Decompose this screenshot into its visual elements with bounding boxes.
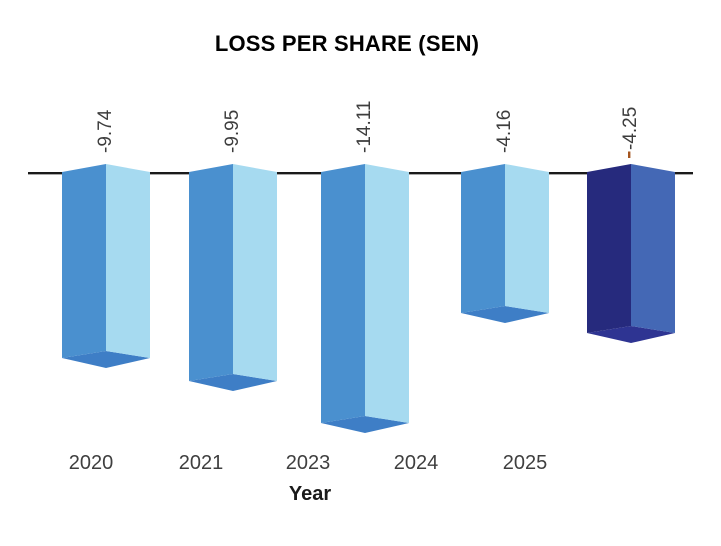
x-axis-tick-label: 2021 xyxy=(178,452,224,474)
chart-title: LOSS PER SHARE (SEN) xyxy=(214,31,480,56)
x-axis-tick-label: 2023 xyxy=(285,452,331,474)
bar-left-face xyxy=(461,164,505,313)
bar-bottom-face xyxy=(461,306,549,323)
bar-right-face xyxy=(505,164,549,313)
x-axis-tick-label: 2020 xyxy=(68,452,114,474)
x-axis-title: Year xyxy=(288,483,332,505)
bar-bottom-face xyxy=(189,374,277,391)
bar-bottom-face xyxy=(62,351,150,368)
x-axis-tick-label: 2025 xyxy=(502,452,548,474)
bar-left-face xyxy=(587,164,631,333)
bar-bottom-face xyxy=(587,326,675,343)
bar-bottom-face xyxy=(321,416,409,433)
bar-value-label: -4.16 xyxy=(494,109,515,153)
x-axis-tick-label: 2024 xyxy=(393,452,439,474)
bar-right-face xyxy=(631,164,675,333)
bar-value-label: -9.95 xyxy=(222,109,243,153)
bar-value-label: -9.74 xyxy=(95,109,116,153)
bar-left-face xyxy=(321,164,365,423)
bar-3d-2025 xyxy=(587,164,675,343)
label-leader-tick xyxy=(628,151,631,158)
bar-value-label: -14.11 xyxy=(354,100,375,153)
bar-3d-2020 xyxy=(62,164,150,368)
bar-right-face xyxy=(106,164,150,358)
bar-left-face xyxy=(189,164,233,381)
bar-3d-2021 xyxy=(189,164,277,391)
bar-right-face xyxy=(233,164,277,381)
bar-right-face xyxy=(365,164,409,423)
bar-left-face xyxy=(62,164,106,358)
bar-3d-2024 xyxy=(461,164,549,323)
bar-value-label: -4.25 xyxy=(620,106,641,150)
bar-3d-2023 xyxy=(321,164,409,433)
